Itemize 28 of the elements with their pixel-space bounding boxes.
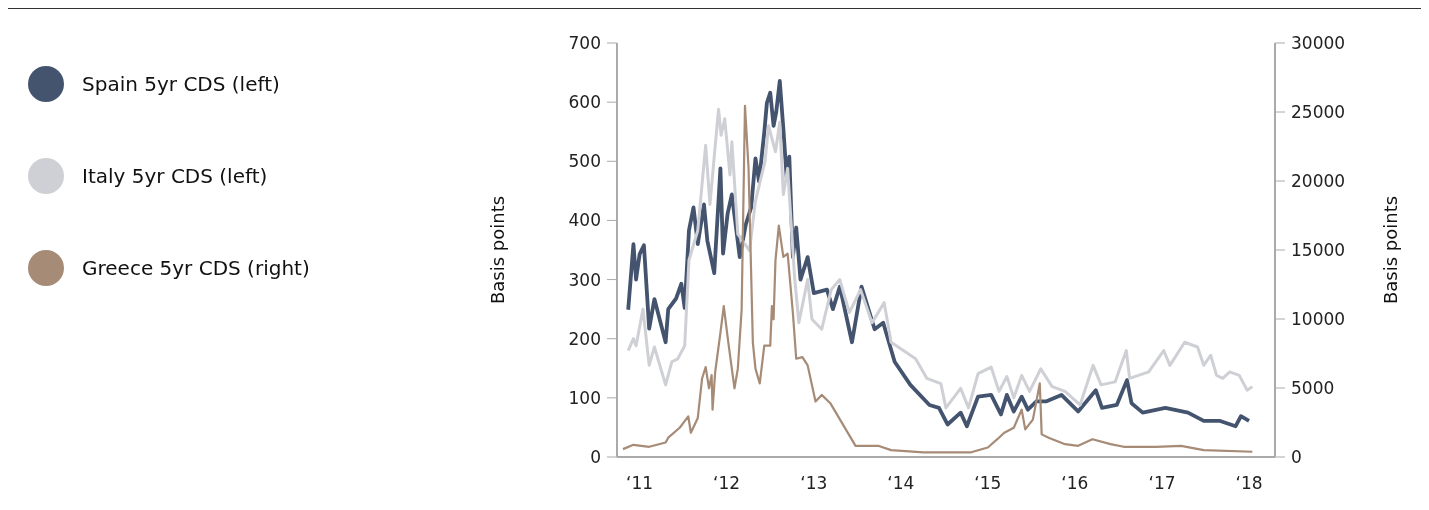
legend-label: Greece 5yr CDS (right) [82,256,310,280]
y2-tick-label: 10000 [1291,309,1346,330]
y-tick-label: 200 [568,328,601,349]
x-tick-label: ‘16 [1061,473,1089,494]
y-tick-label: 500 [568,151,601,172]
y2-tick-label: 0 [1291,447,1302,468]
y-tick-label: 0 [590,447,601,468]
x-tick-label: ‘11 [626,473,654,494]
y2-tick-label: 25000 [1291,102,1346,123]
y2-axis-title: Basis points [1380,195,1402,305]
y-tick-label: 400 [568,210,601,231]
y-tick-label: 700 [568,33,601,54]
y2-tick-label: 20000 [1291,171,1346,192]
y-axis-title: Basis points [487,195,509,305]
legend-label: Spain 5yr CDS (left) [82,72,280,96]
y-tick-label: 100 [568,387,601,408]
legend-label: Italy 5yr CDS (left) [82,164,268,188]
y2-tick-label: 5000 [1291,378,1335,399]
y2-tick-label: 30000 [1291,33,1346,54]
x-tick-label: ‘17 [1148,473,1176,494]
x-tick-label: ‘13 [800,473,828,494]
y-tick-label: 300 [568,269,601,290]
x-tick-label: ‘15 [974,473,1002,494]
y2-tick-label: 15000 [1291,240,1346,261]
y-tick-label: 600 [568,92,601,113]
x-tick-label: ‘14 [887,473,915,494]
x-tick-label: ‘18 [1235,473,1263,494]
x-tick-label: ‘12 [713,473,741,494]
